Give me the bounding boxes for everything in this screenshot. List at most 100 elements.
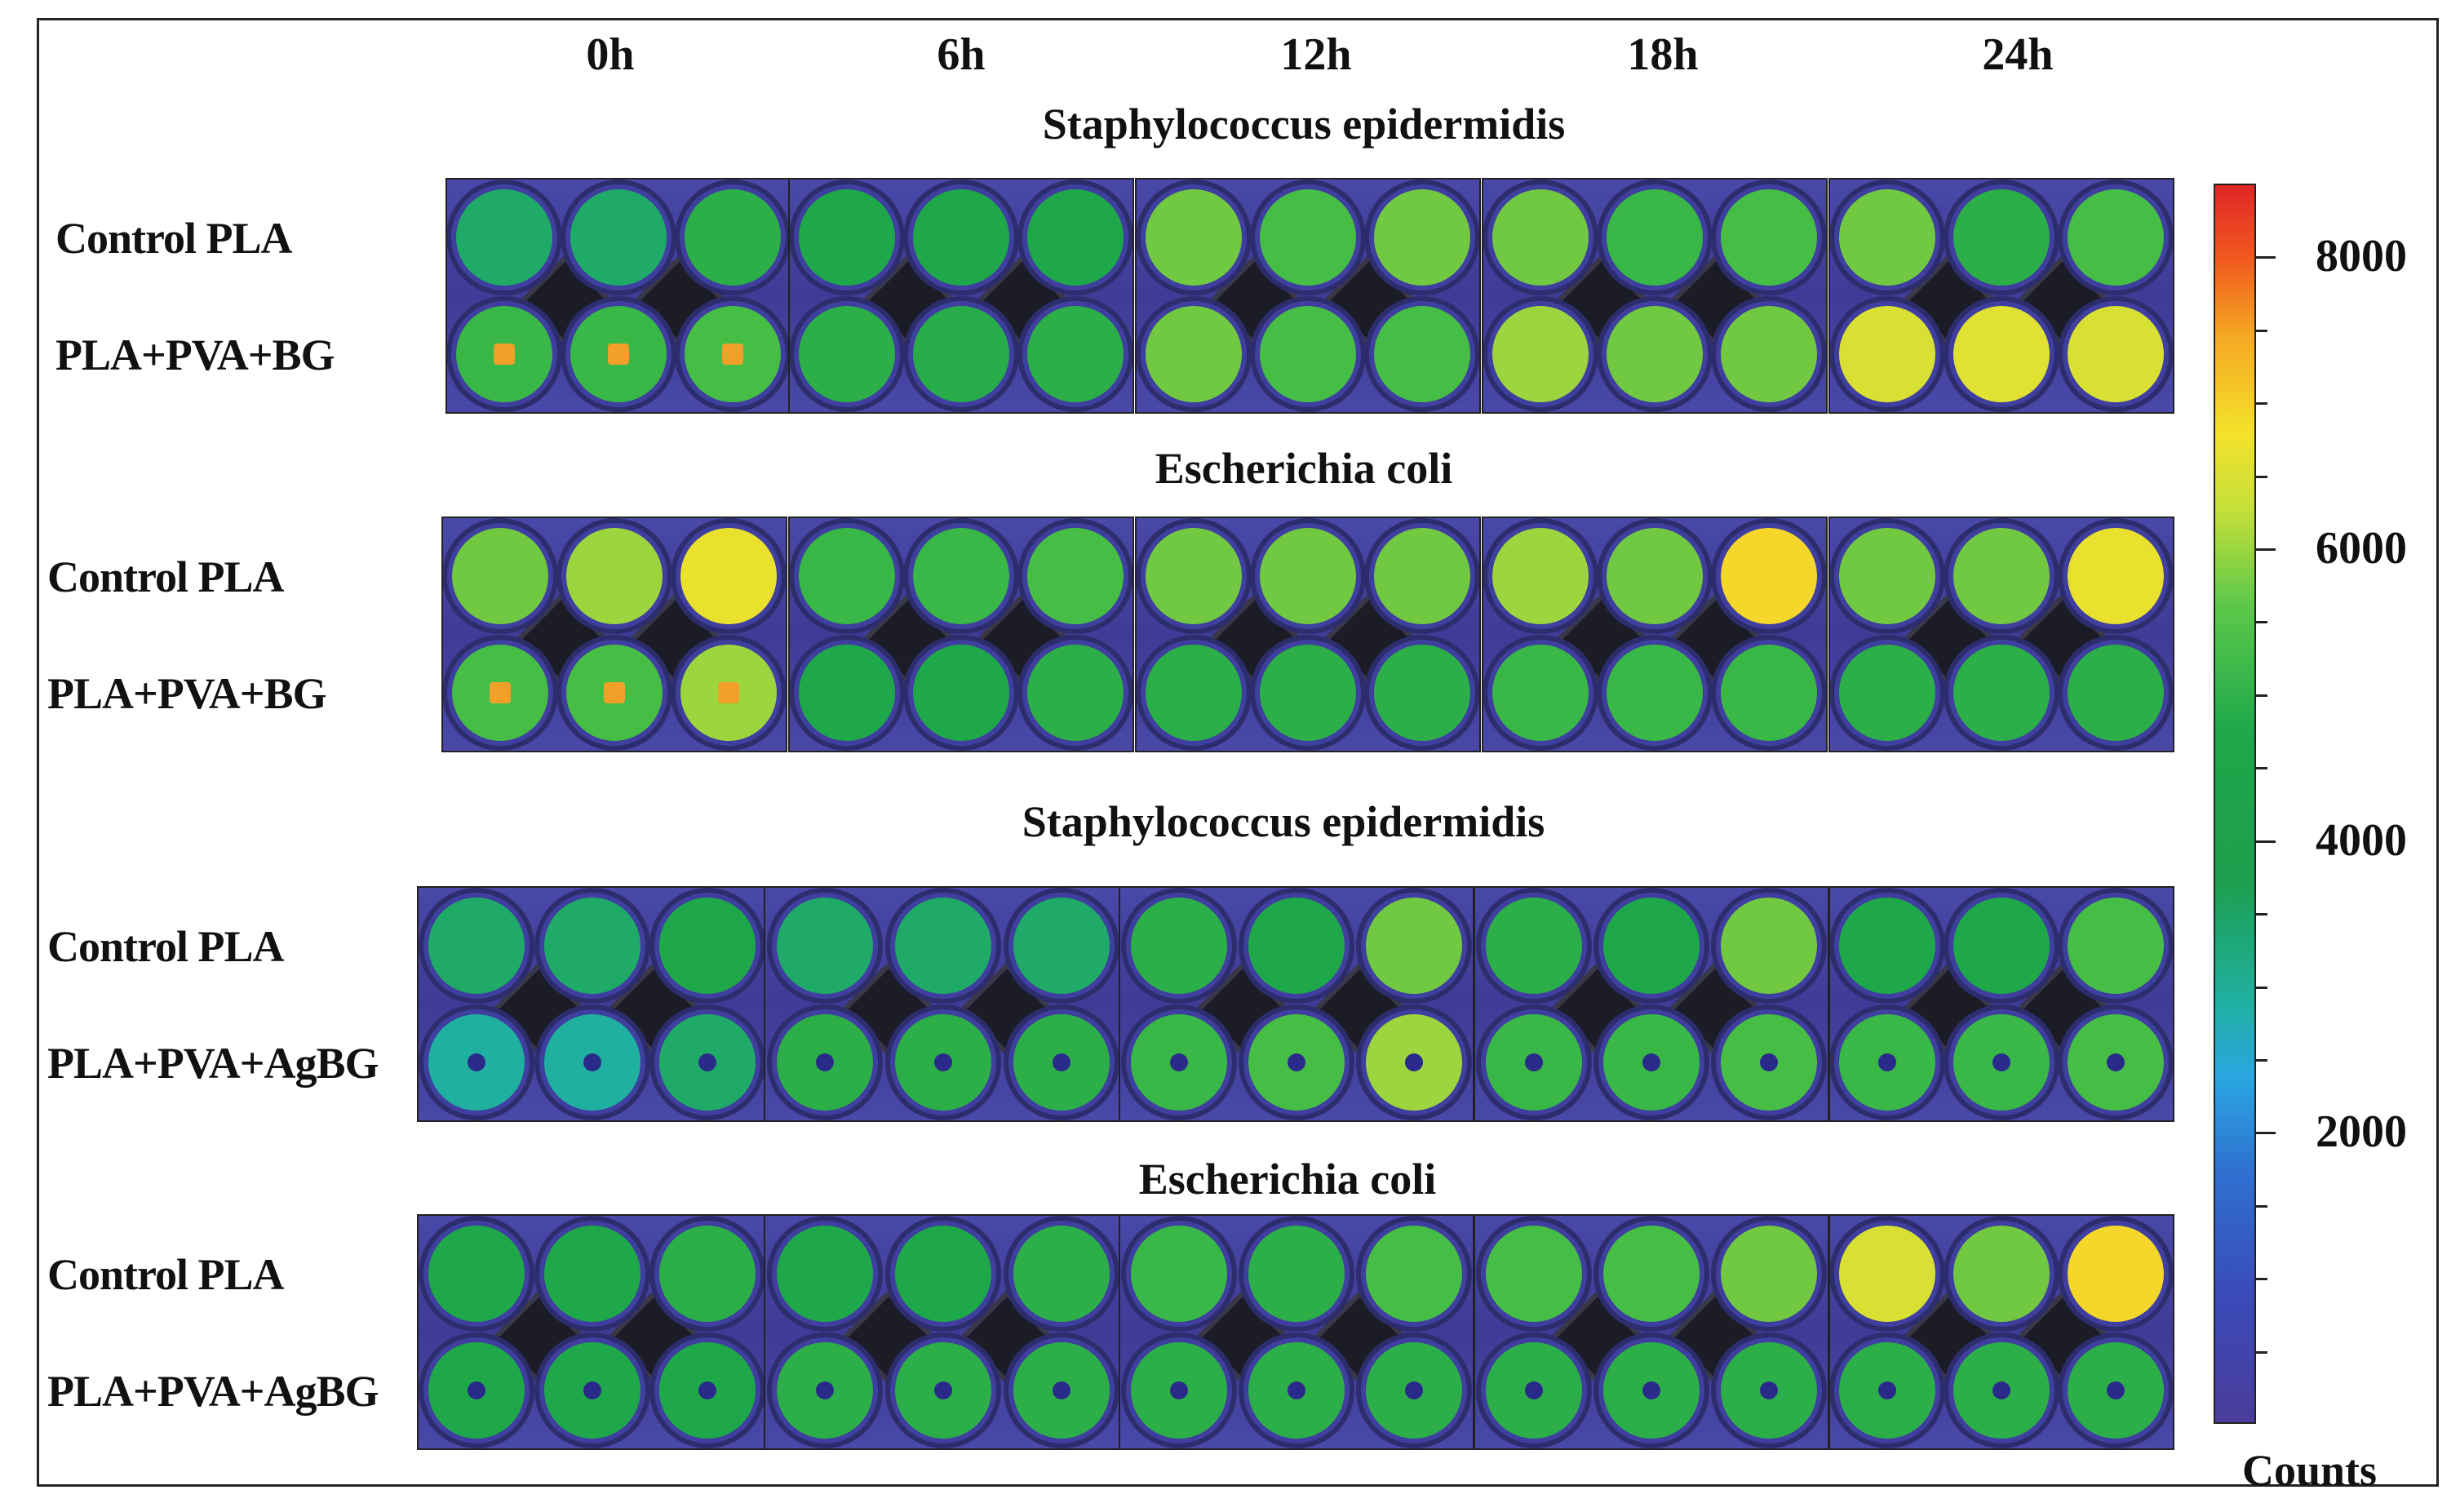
colorbar-tick [2256, 1058, 2267, 1062]
well [913, 189, 1009, 286]
well [1486, 1013, 1582, 1111]
colorbar-tick [2256, 1350, 2267, 1354]
well-spot [1878, 1053, 1896, 1071]
well [1248, 1226, 1345, 1323]
well-spot [2107, 1381, 2125, 1399]
colorbar-tick [2256, 913, 2267, 916]
well-spot [1288, 1053, 1305, 1071]
well [894, 1226, 991, 1323]
well [1013, 1226, 1110, 1323]
well [1486, 1226, 1582, 1323]
well-spot [1992, 1053, 2010, 1071]
well [1366, 898, 1462, 995]
well [659, 898, 756, 995]
well [913, 644, 1009, 741]
well-spot [698, 1053, 717, 1071]
time-label-12h: 12h [1280, 29, 1352, 80]
well-spot [1525, 1381, 1543, 1399]
well [456, 305, 552, 402]
well [543, 898, 640, 995]
colorbar-tick [2256, 986, 2267, 989]
well-plate-s3-18h [1474, 886, 1829, 1122]
well [1953, 1226, 2050, 1323]
well [1013, 1013, 1110, 1111]
well [799, 528, 895, 625]
well-spot [583, 1053, 601, 1071]
well [1721, 898, 1817, 995]
well [543, 1341, 640, 1439]
well [428, 1226, 525, 1323]
well [1953, 644, 2050, 741]
time-label-18h: 18h [1627, 29, 1699, 80]
well [776, 1013, 873, 1111]
well-spot [467, 1053, 485, 1071]
well [1131, 1013, 1227, 1111]
well [1131, 1226, 1227, 1323]
well [1953, 898, 2050, 995]
well [2068, 644, 2164, 741]
colorbar-label-6000: 6000 [2316, 523, 2407, 574]
well-spot [1760, 1053, 1778, 1071]
well [1953, 1341, 2050, 1439]
well-spot [1642, 1381, 1660, 1399]
well [659, 1341, 756, 1439]
well [1839, 305, 1935, 402]
well-spot [1992, 1381, 2010, 1399]
colorbar-tick [2256, 1204, 2267, 1208]
well-spot [583, 1381, 601, 1399]
well [2068, 1226, 2164, 1323]
well [1374, 189, 1470, 286]
well-plate-s2-0h [441, 517, 787, 752]
time-label-6h: 6h [937, 29, 986, 80]
colorbar-label-2000: 2000 [2316, 1106, 2407, 1158]
well [685, 305, 781, 402]
well-spot [1170, 1381, 1188, 1399]
well [1721, 305, 1817, 402]
well [1721, 1226, 1817, 1323]
well-spot [1760, 1381, 1778, 1399]
well [1027, 528, 1124, 625]
well-spot [1288, 1381, 1305, 1399]
row-label-4-1: Control PLA [47, 1250, 285, 1299]
well [1721, 644, 1817, 741]
row-label-2-1: Control PLA [47, 552, 285, 601]
section-title-4: Escherichia coli [1138, 1155, 1437, 1204]
well [1131, 898, 1227, 995]
well [1607, 528, 1703, 625]
colorbar-tick [2256, 767, 2267, 770]
well [799, 305, 895, 402]
well-plate-s2-12h [1135, 517, 1481, 752]
well [1721, 1013, 1817, 1111]
well [1013, 898, 1110, 995]
well [456, 189, 552, 286]
time-label-24h: 24h [1982, 29, 2054, 80]
well [1492, 189, 1589, 286]
well [1374, 644, 1470, 741]
well [1839, 1013, 1935, 1111]
colorbar-tick [2256, 475, 2267, 478]
well-spot [608, 343, 629, 365]
well [776, 898, 873, 995]
well [1027, 189, 1124, 286]
well [2068, 1013, 2164, 1111]
well-spot [1170, 1053, 1188, 1071]
well [1486, 1341, 1582, 1439]
colorbar-tick [2256, 256, 2276, 259]
well [1248, 1013, 1345, 1111]
well [1839, 189, 1935, 286]
well [1839, 1341, 1935, 1439]
well [1366, 1341, 1462, 1439]
well [894, 898, 991, 995]
well [2068, 305, 2164, 402]
colorbar-tick [2256, 1278, 2267, 1281]
colorbar [2214, 184, 2256, 1424]
well [1260, 644, 1356, 741]
well [1374, 528, 1470, 625]
row-label-4-2: PLA+PVA+AgBG [47, 1367, 379, 1416]
well-spot [933, 1053, 952, 1071]
figure-panel: 0h 6h 12h 18h 24h Staphylococcus epidermidis… [37, 18, 2439, 1492]
well [1248, 1341, 1345, 1439]
well [2068, 1341, 2164, 1439]
well-spot [815, 1053, 834, 1071]
section-title-3: Staphylococcus epidermidis [1022, 797, 1545, 846]
